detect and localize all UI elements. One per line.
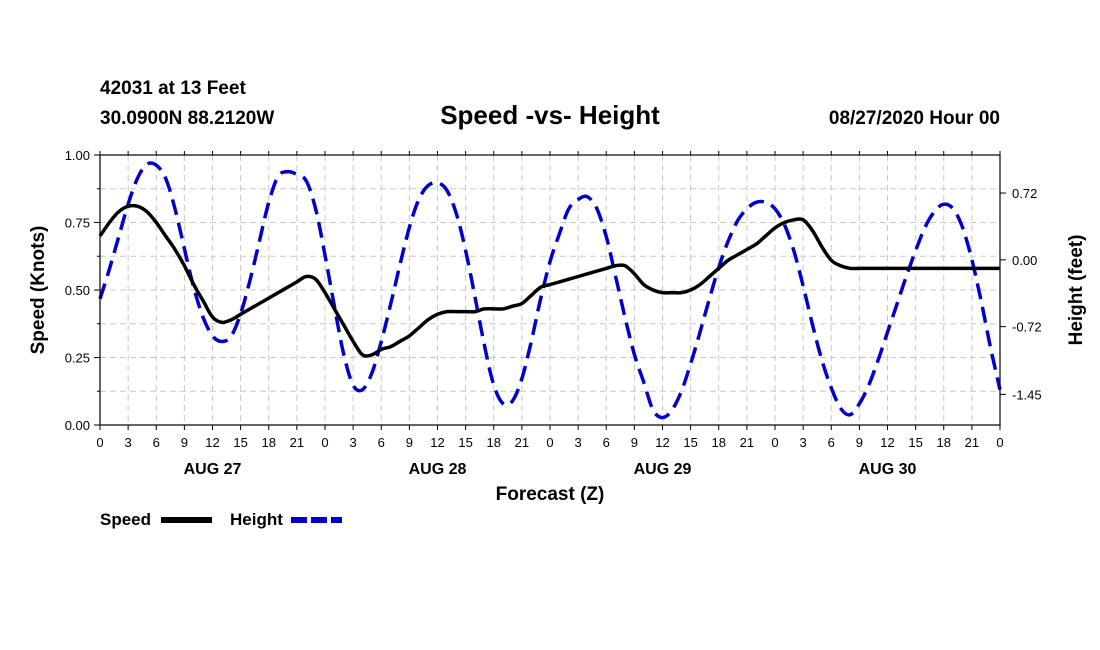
right-axis: 0.72 0.00 -0.72 -1.45: [1000, 186, 1042, 402]
left-tick-label: 0.25: [65, 351, 90, 366]
x-tick-label: 12: [655, 435, 669, 450]
day-label: AUG 29: [634, 461, 692, 478]
x-tick-label: 18: [712, 435, 726, 450]
x-tick-label: 15: [233, 435, 247, 450]
x-tick-label: 0: [321, 435, 328, 450]
x-tick-label: 6: [828, 435, 835, 450]
left-axis: 0.00 0.25 0.50 0.75 1.00: [65, 148, 100, 433]
day-labels: AUG 27 AUG 28 AUG 29 AUG 30: [184, 461, 917, 478]
x-tick-label: 18: [937, 435, 951, 450]
x-tick-label: 15: [908, 435, 922, 450]
x-tick-label: 9: [631, 435, 638, 450]
legend: Speed Height: [100, 510, 342, 529]
x-tick-label: 6: [603, 435, 610, 450]
right-tick-label: 0.72: [1012, 186, 1037, 201]
x-tick-label: 9: [181, 435, 188, 450]
day-label: AUG 30: [859, 461, 917, 478]
right-tick-label: -0.72: [1012, 320, 1042, 335]
legend-height-label: Height: [230, 510, 283, 529]
datetime-label: 08/27/2020 Hour 00: [829, 108, 1000, 129]
x-tick-label: 6: [153, 435, 160, 450]
x-tick-label: 0: [546, 435, 553, 450]
day-label: AUG 28: [409, 461, 467, 478]
left-tick-label: 0.50: [65, 283, 90, 298]
left-tick-label: 1.00: [65, 148, 90, 163]
x-tick-label: 0: [996, 435, 1003, 450]
x-axis: 0 3 6 9 12 15 18 21 0 3 6 9 12 15 18 21 0 3 6 9 12 15 18 21 0 3 6 9…: [96, 151, 1004, 450]
x-tick-label: 3: [350, 435, 357, 450]
right-tick-label: 0.00: [1012, 253, 1037, 268]
x-tick-label: 0: [96, 435, 103, 450]
legend-speed-label: Speed: [100, 510, 151, 529]
right-tick-label: -1.45: [1012, 387, 1042, 402]
x-tick-label: 18: [262, 435, 276, 450]
left-axis-title: Speed (Knots): [28, 226, 49, 355]
left-tick-label: 0.75: [65, 216, 90, 231]
x-tick-label: 21: [740, 435, 754, 450]
x-tick-label: 12: [430, 435, 444, 450]
x-tick-label: 15: [458, 435, 472, 450]
x-tick-label: 18: [487, 435, 501, 450]
x-tick-label: 9: [856, 435, 863, 450]
x-tick-label: 21: [290, 435, 304, 450]
x-tick-label: 21: [515, 435, 529, 450]
x-tick-label: 21: [965, 435, 979, 450]
station-label: 42031 at 13 Feet: [100, 78, 246, 99]
x-tick-label: 6: [378, 435, 385, 450]
x-tick-label: 0: [771, 435, 778, 450]
location-label: 30.0900N 88.2120W: [100, 108, 274, 129]
left-tick-label: 0.00: [65, 418, 90, 433]
x-axis-title: Forecast (Z): [496, 484, 605, 505]
x-tick-label: 12: [205, 435, 219, 450]
chart-title: Speed -vs- Height: [440, 100, 660, 130]
x-tick-label: 12: [880, 435, 894, 450]
right-axis-title: Height (feet): [1066, 235, 1087, 346]
x-tick-label: 15: [683, 435, 697, 450]
x-tick-label: 3: [125, 435, 132, 450]
height-series-line: [98, 161, 1002, 420]
x-tick-label: 3: [800, 435, 807, 450]
x-tick-label: 3: [575, 435, 582, 450]
x-tick-label: 9: [406, 435, 413, 450]
gridlines: [100, 155, 1000, 425]
day-label: AUG 27: [184, 461, 242, 478]
speed-series-line: [98, 203, 1000, 358]
